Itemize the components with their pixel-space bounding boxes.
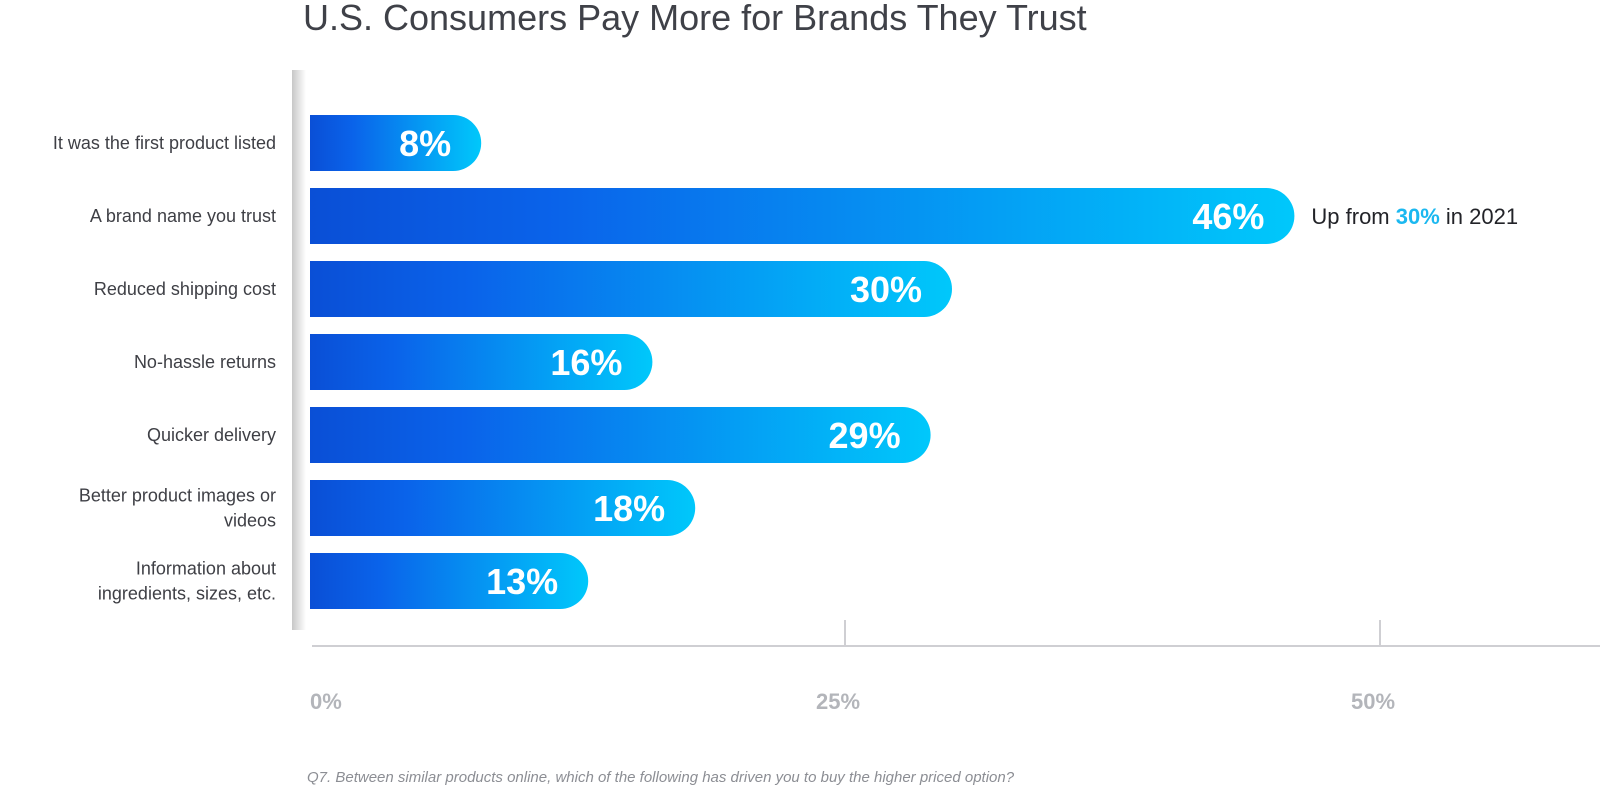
annotation-suffix: in 2021: [1440, 204, 1518, 229]
category-label-line: No-hassle returns: [134, 352, 276, 372]
category-label-line: Quicker delivery: [147, 425, 276, 445]
category-label: Quicker delivery: [147, 425, 276, 445]
category-labels: It was the first product listed A brand n…: [53, 133, 276, 604]
bar: [310, 553, 589, 609]
bar: [310, 261, 952, 317]
bar-value-label: 16%: [550, 342, 622, 383]
category-label: It was the first product listed: [53, 133, 276, 153]
bar-value-label: 8%: [399, 123, 451, 164]
category-label: No-hassle returns: [134, 352, 276, 372]
tick-label: 50%: [1351, 689, 1395, 714]
annotation-prefix: Up from: [1311, 204, 1395, 229]
bar-value-label: 29%: [829, 415, 901, 456]
bar: [310, 480, 696, 536]
category-label-line: Information about: [136, 559, 276, 579]
bar-value-label: 46%: [1192, 196, 1264, 237]
category-label-line: It was the first product listed: [53, 133, 276, 153]
chart-title: U.S. Consumers Pay More for Brands They …: [303, 0, 1087, 38]
bar: [310, 188, 1295, 244]
annotation: Up from 30% in 2021: [1311, 204, 1518, 229]
footnote: Q7. Between similar products online, whi…: [307, 769, 1015, 786]
tick-label: 0%: [310, 689, 342, 714]
category-label-line: A brand name you trust: [90, 206, 276, 226]
category-label: Better product images or videos: [79, 486, 276, 531]
bar-value-label: 18%: [593, 488, 665, 529]
annotation-highlight: 30%: [1396, 204, 1440, 229]
bar-value-label: 30%: [850, 269, 922, 310]
category-label-line: Better product images or: [79, 486, 276, 506]
bar: [310, 334, 653, 390]
category-label-line: videos: [224, 511, 276, 531]
category-label: A brand name you trust: [90, 206, 276, 226]
bars: 8% 46% 30% 16% 29% 18% 13%: [310, 115, 1295, 609]
category-label: Reduced shipping cost: [94, 279, 276, 299]
tick-label: 25%: [816, 689, 860, 714]
category-label: Information about ingredients, sizes, etc…: [98, 559, 276, 604]
axis-shadow: [292, 70, 306, 630]
bar: [310, 115, 482, 171]
bar: [310, 407, 931, 463]
category-label-line: ingredients, sizes, etc.: [98, 584, 276, 604]
bar-value-label: 13%: [486, 561, 558, 602]
x-axis-ticks: 0% 25% 50%: [310, 620, 1395, 714]
category-label-line: Reduced shipping cost: [94, 279, 276, 299]
